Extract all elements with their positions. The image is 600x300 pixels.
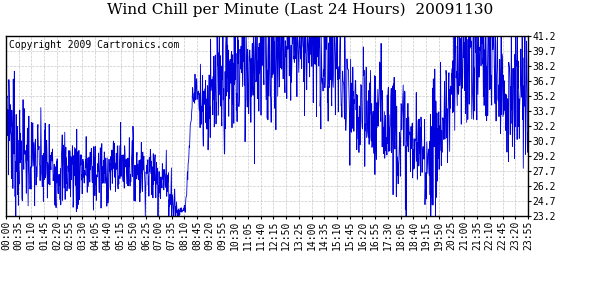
- Text: Copyright 2009 Cartronics.com: Copyright 2009 Cartronics.com: [8, 40, 179, 50]
- Text: Wind Chill per Minute (Last 24 Hours)  20091130: Wind Chill per Minute (Last 24 Hours) 20…: [107, 3, 493, 17]
